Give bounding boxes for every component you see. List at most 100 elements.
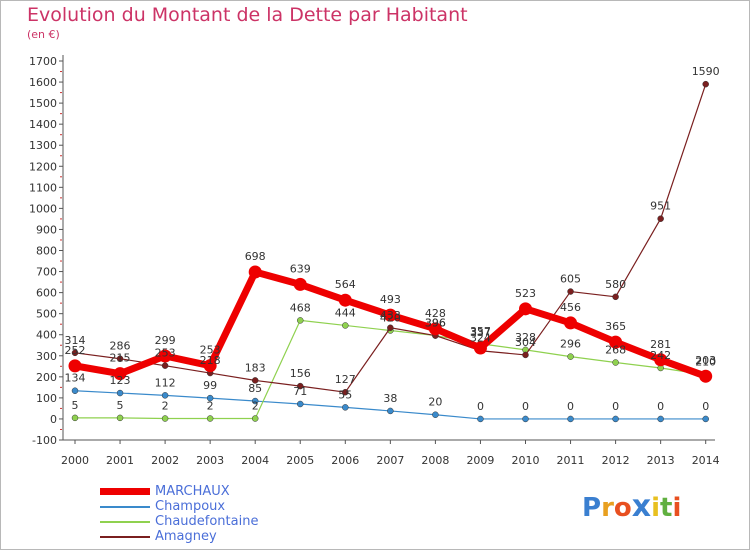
y-tick-label: 200 bbox=[36, 371, 57, 384]
logo-letter: x bbox=[631, 489, 652, 524]
data-point-champoux bbox=[342, 404, 349, 411]
data-point-champoux bbox=[432, 411, 439, 418]
y-tick-label: 1600 bbox=[29, 76, 57, 89]
data-label-chaudefontaine: 444 bbox=[335, 306, 356, 319]
data-label-amagney: 286 bbox=[110, 340, 131, 353]
data-label-champoux: 0 bbox=[522, 400, 529, 413]
data-label-champoux: 55 bbox=[338, 388, 352, 401]
data-label-chaudefontaine: 2 bbox=[162, 400, 169, 413]
data-point-amagney bbox=[567, 288, 574, 295]
data-label-amagney: 324 bbox=[470, 332, 491, 345]
data-point-chaudefontaine bbox=[161, 415, 169, 422]
data-label-champoux: 0 bbox=[567, 400, 574, 413]
data-point-amagney bbox=[116, 355, 124, 362]
data-label-marchaux: 253 bbox=[200, 344, 221, 357]
y-tick-label: 0 bbox=[50, 413, 57, 426]
data-point-marchaux bbox=[699, 369, 713, 383]
x-tick-label: 2004 bbox=[241, 454, 269, 467]
data-label-chaudefontaine: 5 bbox=[72, 399, 79, 412]
data-point-amagney bbox=[71, 349, 79, 357]
data-label-amagney: 396 bbox=[425, 317, 446, 330]
data-point-chaudefontaine bbox=[116, 414, 124, 422]
data-label-amagney: 253 bbox=[155, 347, 176, 360]
data-label-marchaux: 252 bbox=[65, 344, 86, 357]
data-point-amagney bbox=[387, 324, 394, 332]
data-point-marchaux bbox=[248, 265, 262, 279]
data-point-marchaux bbox=[519, 302, 532, 316]
data-point-marchaux bbox=[383, 308, 397, 322]
data-label-chaudefontaine: 210 bbox=[695, 356, 716, 369]
y-tick-label: 700 bbox=[36, 266, 57, 279]
data-label-champoux: 85 bbox=[248, 382, 262, 395]
data-label-chaudefontaine: 268 bbox=[605, 344, 626, 357]
data-label-amagney: 951 bbox=[650, 200, 671, 213]
data-label-champoux: 20 bbox=[428, 396, 442, 409]
data-point-amagney bbox=[612, 293, 619, 301]
data-label-marchaux: 523 bbox=[515, 287, 536, 300]
data-label-champoux: 134 bbox=[65, 372, 86, 385]
data-label-marchaux: 428 bbox=[425, 307, 446, 320]
logo-letter: i bbox=[672, 493, 682, 523]
data-label-champoux: 112 bbox=[155, 376, 176, 389]
data-label-amagney: 580 bbox=[605, 278, 626, 291]
data-label-amagney: 605 bbox=[560, 273, 581, 286]
data-point-champoux bbox=[116, 389, 124, 397]
data-label-champoux: 0 bbox=[612, 400, 619, 413]
data-point-champoux bbox=[702, 415, 709, 423]
logo-letter: r bbox=[601, 493, 614, 523]
data-point-champoux bbox=[297, 400, 304, 408]
data-label-amagney: 1590 bbox=[692, 65, 720, 78]
data-point-amagney bbox=[161, 362, 169, 369]
data-point-champoux bbox=[251, 397, 259, 405]
data-point-amagney bbox=[342, 388, 349, 396]
data-point-chaudefontaine bbox=[251, 415, 259, 422]
x-tick-label: 2001 bbox=[106, 454, 134, 467]
x-tick-label: 2005 bbox=[286, 454, 314, 467]
data-point-champoux bbox=[657, 415, 664, 423]
y-tick-label: 400 bbox=[36, 329, 57, 342]
legend-swatch bbox=[100, 521, 150, 523]
data-label-champoux: 0 bbox=[657, 400, 664, 413]
x-tick-label: 2003 bbox=[196, 454, 224, 467]
data-label-marchaux: 698 bbox=[245, 250, 266, 263]
chart-title: Evolution du Montant de la Dette par Hab… bbox=[27, 4, 468, 26]
x-tick-label: 2014 bbox=[692, 454, 720, 467]
data-point-marchaux bbox=[564, 316, 578, 330]
data-point-champoux bbox=[206, 394, 214, 402]
y-tick-label: 800 bbox=[36, 245, 57, 258]
chart-subtitle: (en €) bbox=[27, 28, 60, 41]
legend-label: MARCHAUX bbox=[155, 484, 230, 499]
data-label-marchaux: 493 bbox=[380, 293, 401, 306]
data-label-chaudefontaine: 242 bbox=[650, 349, 671, 362]
data-label-champoux: 38 bbox=[383, 392, 397, 405]
data-point-chaudefontaine bbox=[342, 322, 349, 329]
legend-label: Champoux bbox=[155, 499, 226, 514]
x-tick-label: 2007 bbox=[376, 454, 404, 467]
data-point-chaudefontaine bbox=[297, 317, 304, 324]
data-label-champoux: 0 bbox=[702, 400, 709, 413]
data-label-chaudefontaine: 420 bbox=[380, 312, 401, 325]
data-point-champoux bbox=[522, 415, 529, 423]
x-axis: 2000 2001 2002 2003 2004 2005 2006 2007 2008 2009… bbox=[61, 439, 720, 467]
data-label-chaudefontaine: 2 bbox=[207, 400, 214, 413]
data-label-chaudefontaine: 5 bbox=[117, 399, 124, 412]
data-point-chaudefontaine bbox=[71, 414, 79, 422]
y-tick-label: 1400 bbox=[29, 118, 57, 131]
y-tick-label: 100 bbox=[36, 392, 57, 405]
data-label-champoux: 123 bbox=[110, 374, 131, 387]
data-point-chaudefontaine bbox=[567, 353, 574, 360]
y-tick-label: 900 bbox=[36, 223, 57, 236]
data-point-champoux bbox=[612, 415, 619, 423]
data-point-amagney bbox=[702, 80, 709, 88]
data-point-champoux bbox=[477, 415, 484, 423]
data-label-amagney: 433 bbox=[380, 309, 401, 322]
x-tick-label: 2006 bbox=[331, 454, 359, 467]
data-label-marchaux: 564 bbox=[335, 278, 356, 291]
y-tick-label: 600 bbox=[36, 287, 57, 300]
data-label-chaudefontaine: 296 bbox=[560, 338, 581, 351]
proxiti-logo: Proxiti bbox=[582, 489, 681, 524]
data-point-champoux bbox=[567, 415, 574, 423]
data-label-chaudefontaine: 357 bbox=[470, 325, 491, 338]
data-label-amagney: 183 bbox=[245, 361, 266, 374]
